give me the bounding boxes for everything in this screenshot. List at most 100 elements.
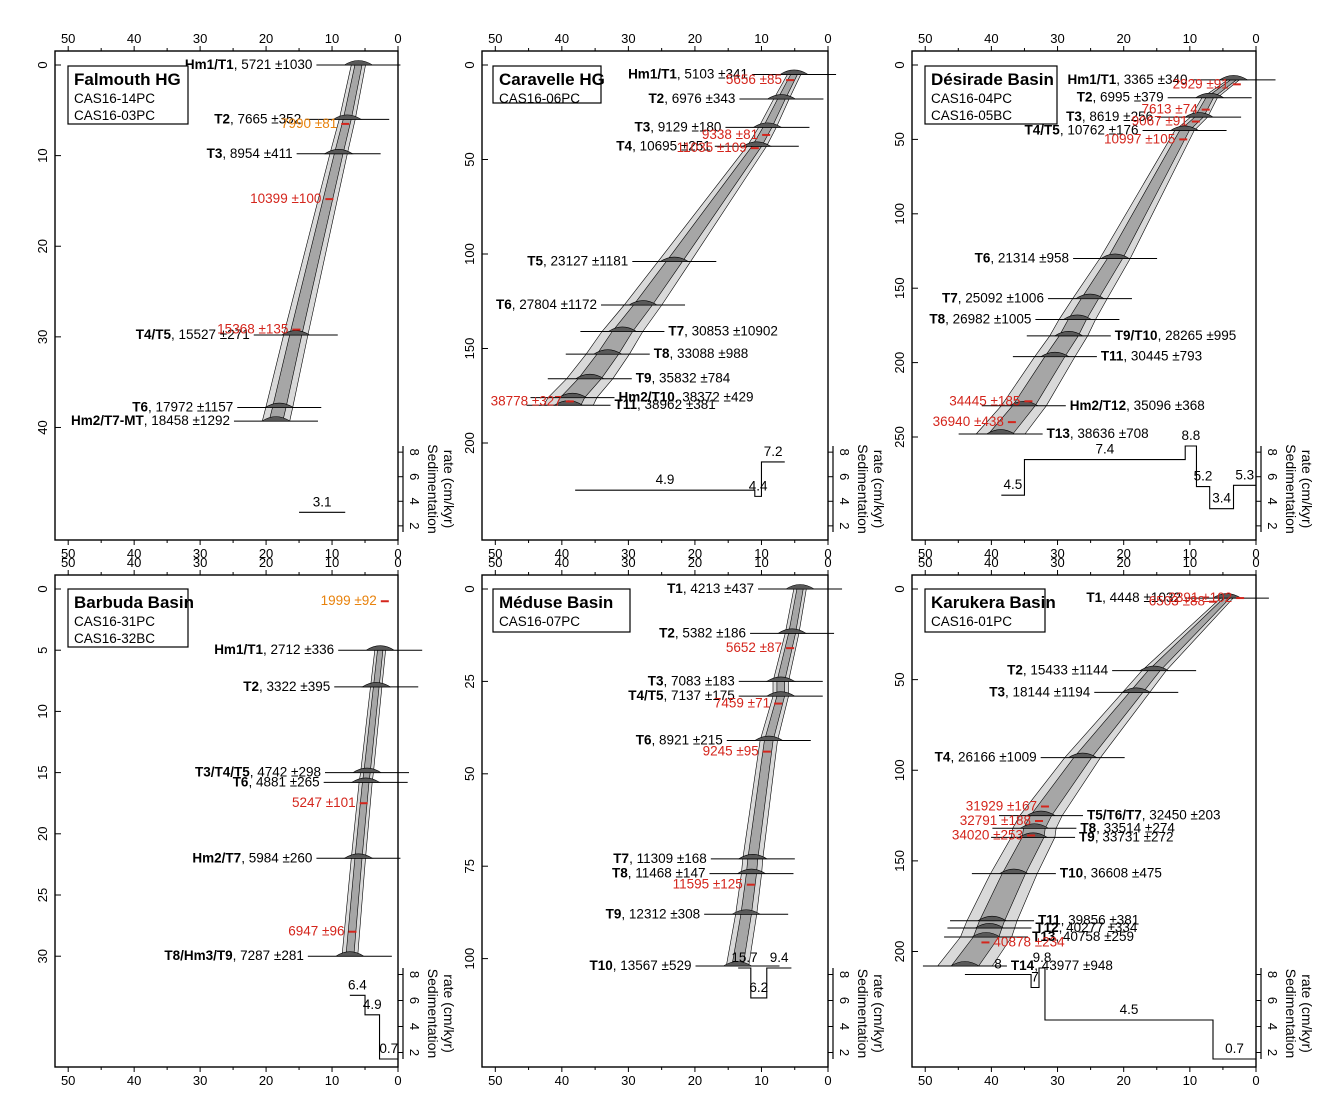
y-tick-label: 20 bbox=[35, 239, 50, 253]
event-name: T7 bbox=[613, 851, 629, 866]
sedimentation-rate-value: 15.7 bbox=[731, 950, 757, 965]
radiocarbon-date-label: 9338 ±81 bbox=[702, 127, 758, 142]
y-tick-label: 10 bbox=[35, 148, 50, 162]
radiocarbon-date-label: 7990 ±81 bbox=[281, 116, 337, 131]
y-tick-label: 100 bbox=[892, 203, 907, 225]
event-age: , 30853 ±10902 bbox=[684, 323, 778, 338]
y-tick-label: 100 bbox=[892, 759, 907, 781]
event-probability-peak bbox=[1067, 752, 1098, 758]
x-tick-label: 10 bbox=[325, 546, 339, 561]
radiocarbon-date-label: 2391 ±102 bbox=[1168, 590, 1232, 605]
sed-axis-title: Sedimentation bbox=[425, 969, 441, 1059]
event-probability-peak bbox=[765, 676, 796, 682]
x-tick-label: 30 bbox=[1050, 1073, 1064, 1088]
event-name: T7 bbox=[668, 323, 684, 338]
event-name: T10 bbox=[590, 958, 613, 973]
x-tick-label: 50 bbox=[488, 555, 502, 570]
event-name: T6 bbox=[233, 774, 249, 789]
x-tick-label: 0 bbox=[394, 1073, 401, 1088]
x-tick-label: 10 bbox=[1183, 555, 1197, 570]
event-age: , 30445 ±793 bbox=[1123, 349, 1202, 364]
event-name: T2 bbox=[243, 679, 259, 694]
x-tick-label: 0 bbox=[394, 555, 401, 570]
site-legend-box bbox=[924, 65, 1058, 125]
x-tick-label: 10 bbox=[754, 1073, 768, 1088]
event-label: T7, 25092 ±1006 bbox=[942, 291, 1044, 306]
radiocarbon-date-label: 34445 ±185 bbox=[949, 393, 1020, 408]
event-name: T4 bbox=[616, 138, 632, 153]
x-tick-label: 50 bbox=[918, 546, 932, 561]
y-tick-label: 200 bbox=[892, 941, 907, 963]
event-probability-peak bbox=[737, 854, 768, 860]
y-tick-label: 25 bbox=[462, 674, 477, 688]
event-probability-peak bbox=[343, 853, 374, 859]
event-age: , 40758 ±259 bbox=[1055, 929, 1134, 944]
x-tick-label: 30 bbox=[193, 555, 207, 570]
sedimentation-rate-value: 4.9 bbox=[656, 472, 675, 487]
sed-tick-label: 6 bbox=[837, 473, 852, 480]
event-label: T7, 30853 ±10902 bbox=[668, 323, 778, 338]
event-age: , 25092 ±1006 bbox=[958, 291, 1044, 306]
radiocarbon-date-label: 36940 ±438 bbox=[933, 414, 1004, 429]
event-label: T9/T10, 28265 ±995 bbox=[1115, 328, 1237, 343]
event-label: T3/T4/T5, 4742 ±298 bbox=[195, 765, 321, 780]
radiocarbon-date-label: 6503 ±88 bbox=[1149, 594, 1205, 609]
event-probability-peak bbox=[350, 777, 381, 783]
event-probability-peak bbox=[334, 951, 365, 957]
x-tick-label: 10 bbox=[754, 555, 768, 570]
sed-axis-title: Sedimentation bbox=[855, 444, 871, 534]
sed-tick-label: 4 bbox=[1265, 1023, 1280, 1030]
sed-axis-title: rate (cm/kyr) bbox=[441, 974, 457, 1053]
x-tick-label: 0 bbox=[824, 546, 831, 561]
event-label: Hm2/T7-MT, 18458 ±1292 bbox=[71, 413, 230, 428]
event-age: , 8619 ±256 bbox=[1082, 109, 1153, 124]
event-label: T2, 6995 ±379 bbox=[1077, 90, 1164, 105]
event-name: T4/T5 bbox=[136, 327, 172, 342]
sed-tick-label: 4 bbox=[407, 498, 422, 505]
event-name: T6 bbox=[636, 733, 652, 748]
event-probability-peak bbox=[1025, 810, 1057, 816]
event-name: T7 bbox=[942, 291, 958, 306]
x-tick-label: 10 bbox=[1183, 546, 1197, 561]
x-tick-label: 20 bbox=[688, 555, 702, 570]
y-tick-label: 5 bbox=[35, 647, 50, 654]
event-age: , 9129 ±180 bbox=[650, 119, 721, 134]
event-probability-peak bbox=[1039, 351, 1070, 357]
y-tick-label: 20 bbox=[35, 827, 50, 841]
event-probability-peak bbox=[1074, 293, 1105, 299]
event-age: , 10762 ±176 bbox=[1060, 122, 1139, 137]
event-probability-peak bbox=[260, 416, 291, 422]
event-label: T2, 5382 ±186 bbox=[659, 625, 746, 640]
x-tick-label: 20 bbox=[688, 1073, 702, 1088]
event-probability-peak bbox=[365, 645, 396, 651]
event-age: , 28265 ±995 bbox=[1158, 328, 1237, 343]
event-name: T4/T5 bbox=[628, 688, 664, 703]
y-tick-label: 75 bbox=[462, 859, 477, 873]
event-name: T13 bbox=[1032, 929, 1056, 944]
event-probability-peak bbox=[1194, 92, 1225, 99]
event-age: , 2712 ±336 bbox=[263, 642, 334, 657]
event-age: , 3365 ±340 bbox=[1116, 72, 1187, 87]
event-probability-peak bbox=[574, 373, 605, 380]
event-age: , 11309 ±168 bbox=[629, 851, 707, 866]
sed-tick-label: 8 bbox=[1265, 449, 1280, 456]
x-tick-label: 40 bbox=[555, 1073, 569, 1088]
x-tick-label: 30 bbox=[621, 1073, 635, 1088]
event-label: T14, 43977 ±948 bbox=[1011, 958, 1113, 973]
event-name: T8/Hm3/T9 bbox=[164, 948, 232, 963]
event-name: T6 bbox=[132, 400, 148, 415]
event-age: , 26982 ±1005 bbox=[945, 311, 1031, 326]
event-label: T1, 4448 ±1032 bbox=[1086, 590, 1181, 605]
event-probability-peak bbox=[659, 256, 690, 262]
event-name: Hm1/T1 bbox=[185, 57, 234, 72]
y-tick-label: 150 bbox=[892, 277, 907, 299]
event-label: T4/T5, 10762 ±176 bbox=[1025, 122, 1139, 137]
radiocarbon-date-label: 5656 ±85 bbox=[726, 72, 782, 87]
y-tick-label: 150 bbox=[462, 338, 477, 360]
sedimentation-rate-value: 3.4 bbox=[1212, 491, 1231, 506]
event-name: T3 bbox=[207, 146, 223, 161]
y-tick-label: 0 bbox=[892, 585, 907, 592]
event-probability-peak bbox=[777, 628, 808, 634]
event-name: T4/T5 bbox=[1025, 122, 1061, 137]
